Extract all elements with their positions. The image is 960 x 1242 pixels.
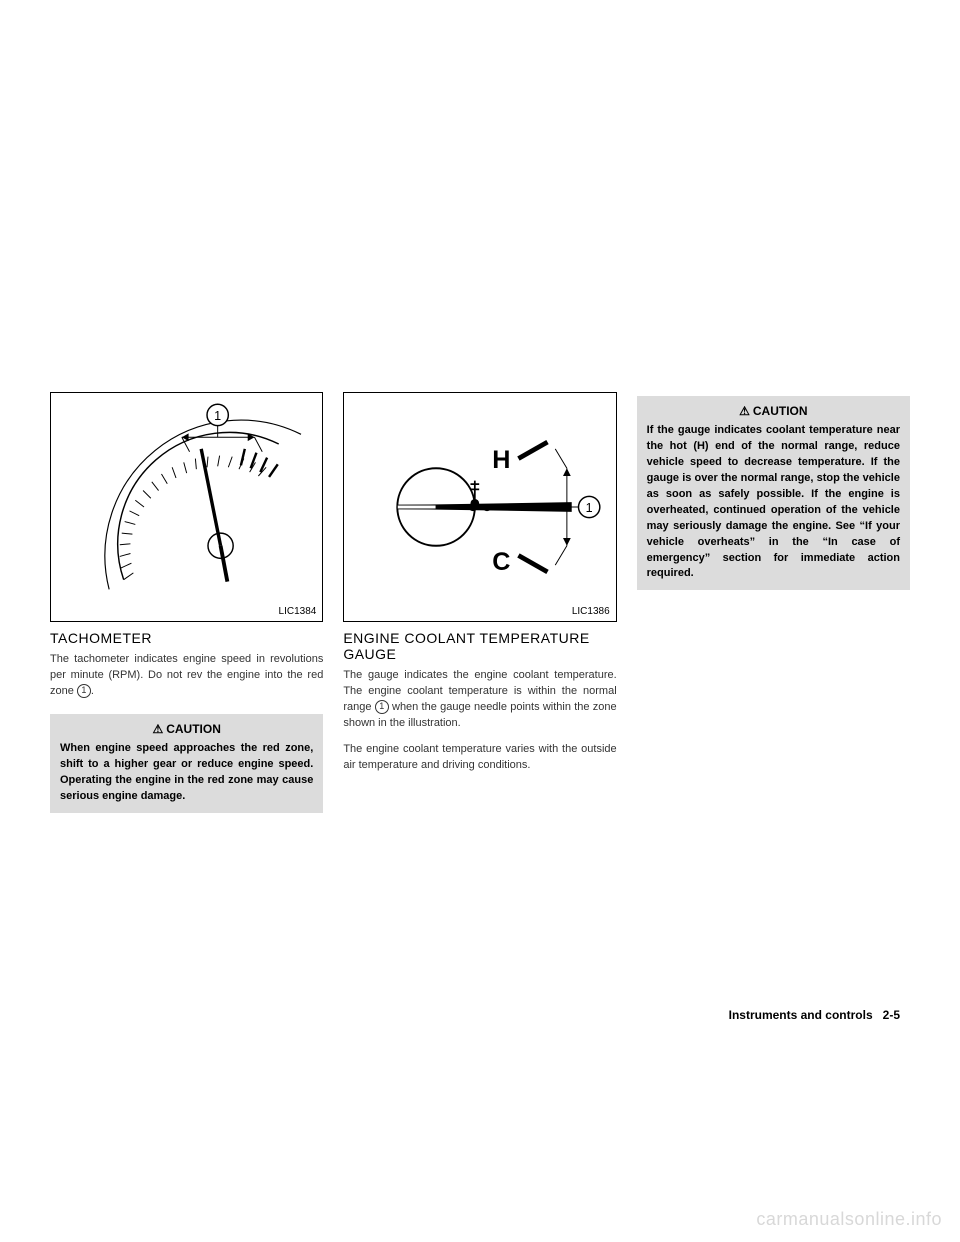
tacho-callout-1: 1 [214, 409, 221, 423]
footer-page: 2-5 [883, 1008, 900, 1022]
caution-text-2: If the gauge indicates coolant temperatu… [647, 423, 900, 582]
column-tachometer: 1 LIC1384 TACHOMETER The tachometer indi… [50, 392, 323, 813]
tachometer-caution-box: CAUTION When engine speed approaches the… [50, 714, 323, 813]
coolant-body-2: The engine coolant temperature varies wi… [343, 742, 616, 774]
inline-circled-1b: 1 [375, 700, 389, 714]
caution-header-1: CAUTION [60, 722, 313, 736]
tachometer-heading: TACHOMETER [50, 630, 323, 646]
caution-header-2: CAUTION [647, 404, 900, 418]
column-coolant: H C [343, 392, 616, 813]
inline-circled-1: 1 [77, 684, 91, 698]
tachometer-svg: 1 [51, 393, 322, 621]
coolant-hot-label: H [493, 446, 511, 474]
coolant-body-1: The gauge indicates the engine coolant t… [343, 668, 616, 732]
caution-text-1: When engine speed approaches the red zon… [60, 741, 313, 805]
page-footer: Instruments and controls 2-5 [729, 1008, 900, 1022]
figure-label-2: LIC1386 [572, 606, 610, 617]
footer-section: Instruments and controls [729, 1008, 873, 1022]
coolant-figure: H C [343, 392, 616, 622]
figure-label-1: LIC1384 [279, 606, 317, 617]
column-caution: CAUTION If the gauge indicates coolant t… [637, 392, 910, 813]
coolant-caution-box: CAUTION If the gauge indicates coolant t… [637, 396, 910, 590]
coolant-heading: ENGINE COOLANT TEMPERATURE GAUGE [343, 630, 616, 662]
watermark: carmanualsonline.info [756, 1209, 942, 1230]
tachometer-body: The tachometer indicates engine speed in… [50, 652, 323, 700]
coolant-callout-1: 1 [586, 501, 593, 515]
coolant-cold-label: C [493, 548, 511, 576]
tachometer-figure: 1 LIC1384 [50, 392, 323, 622]
coolant-svg: H C [344, 393, 615, 621]
